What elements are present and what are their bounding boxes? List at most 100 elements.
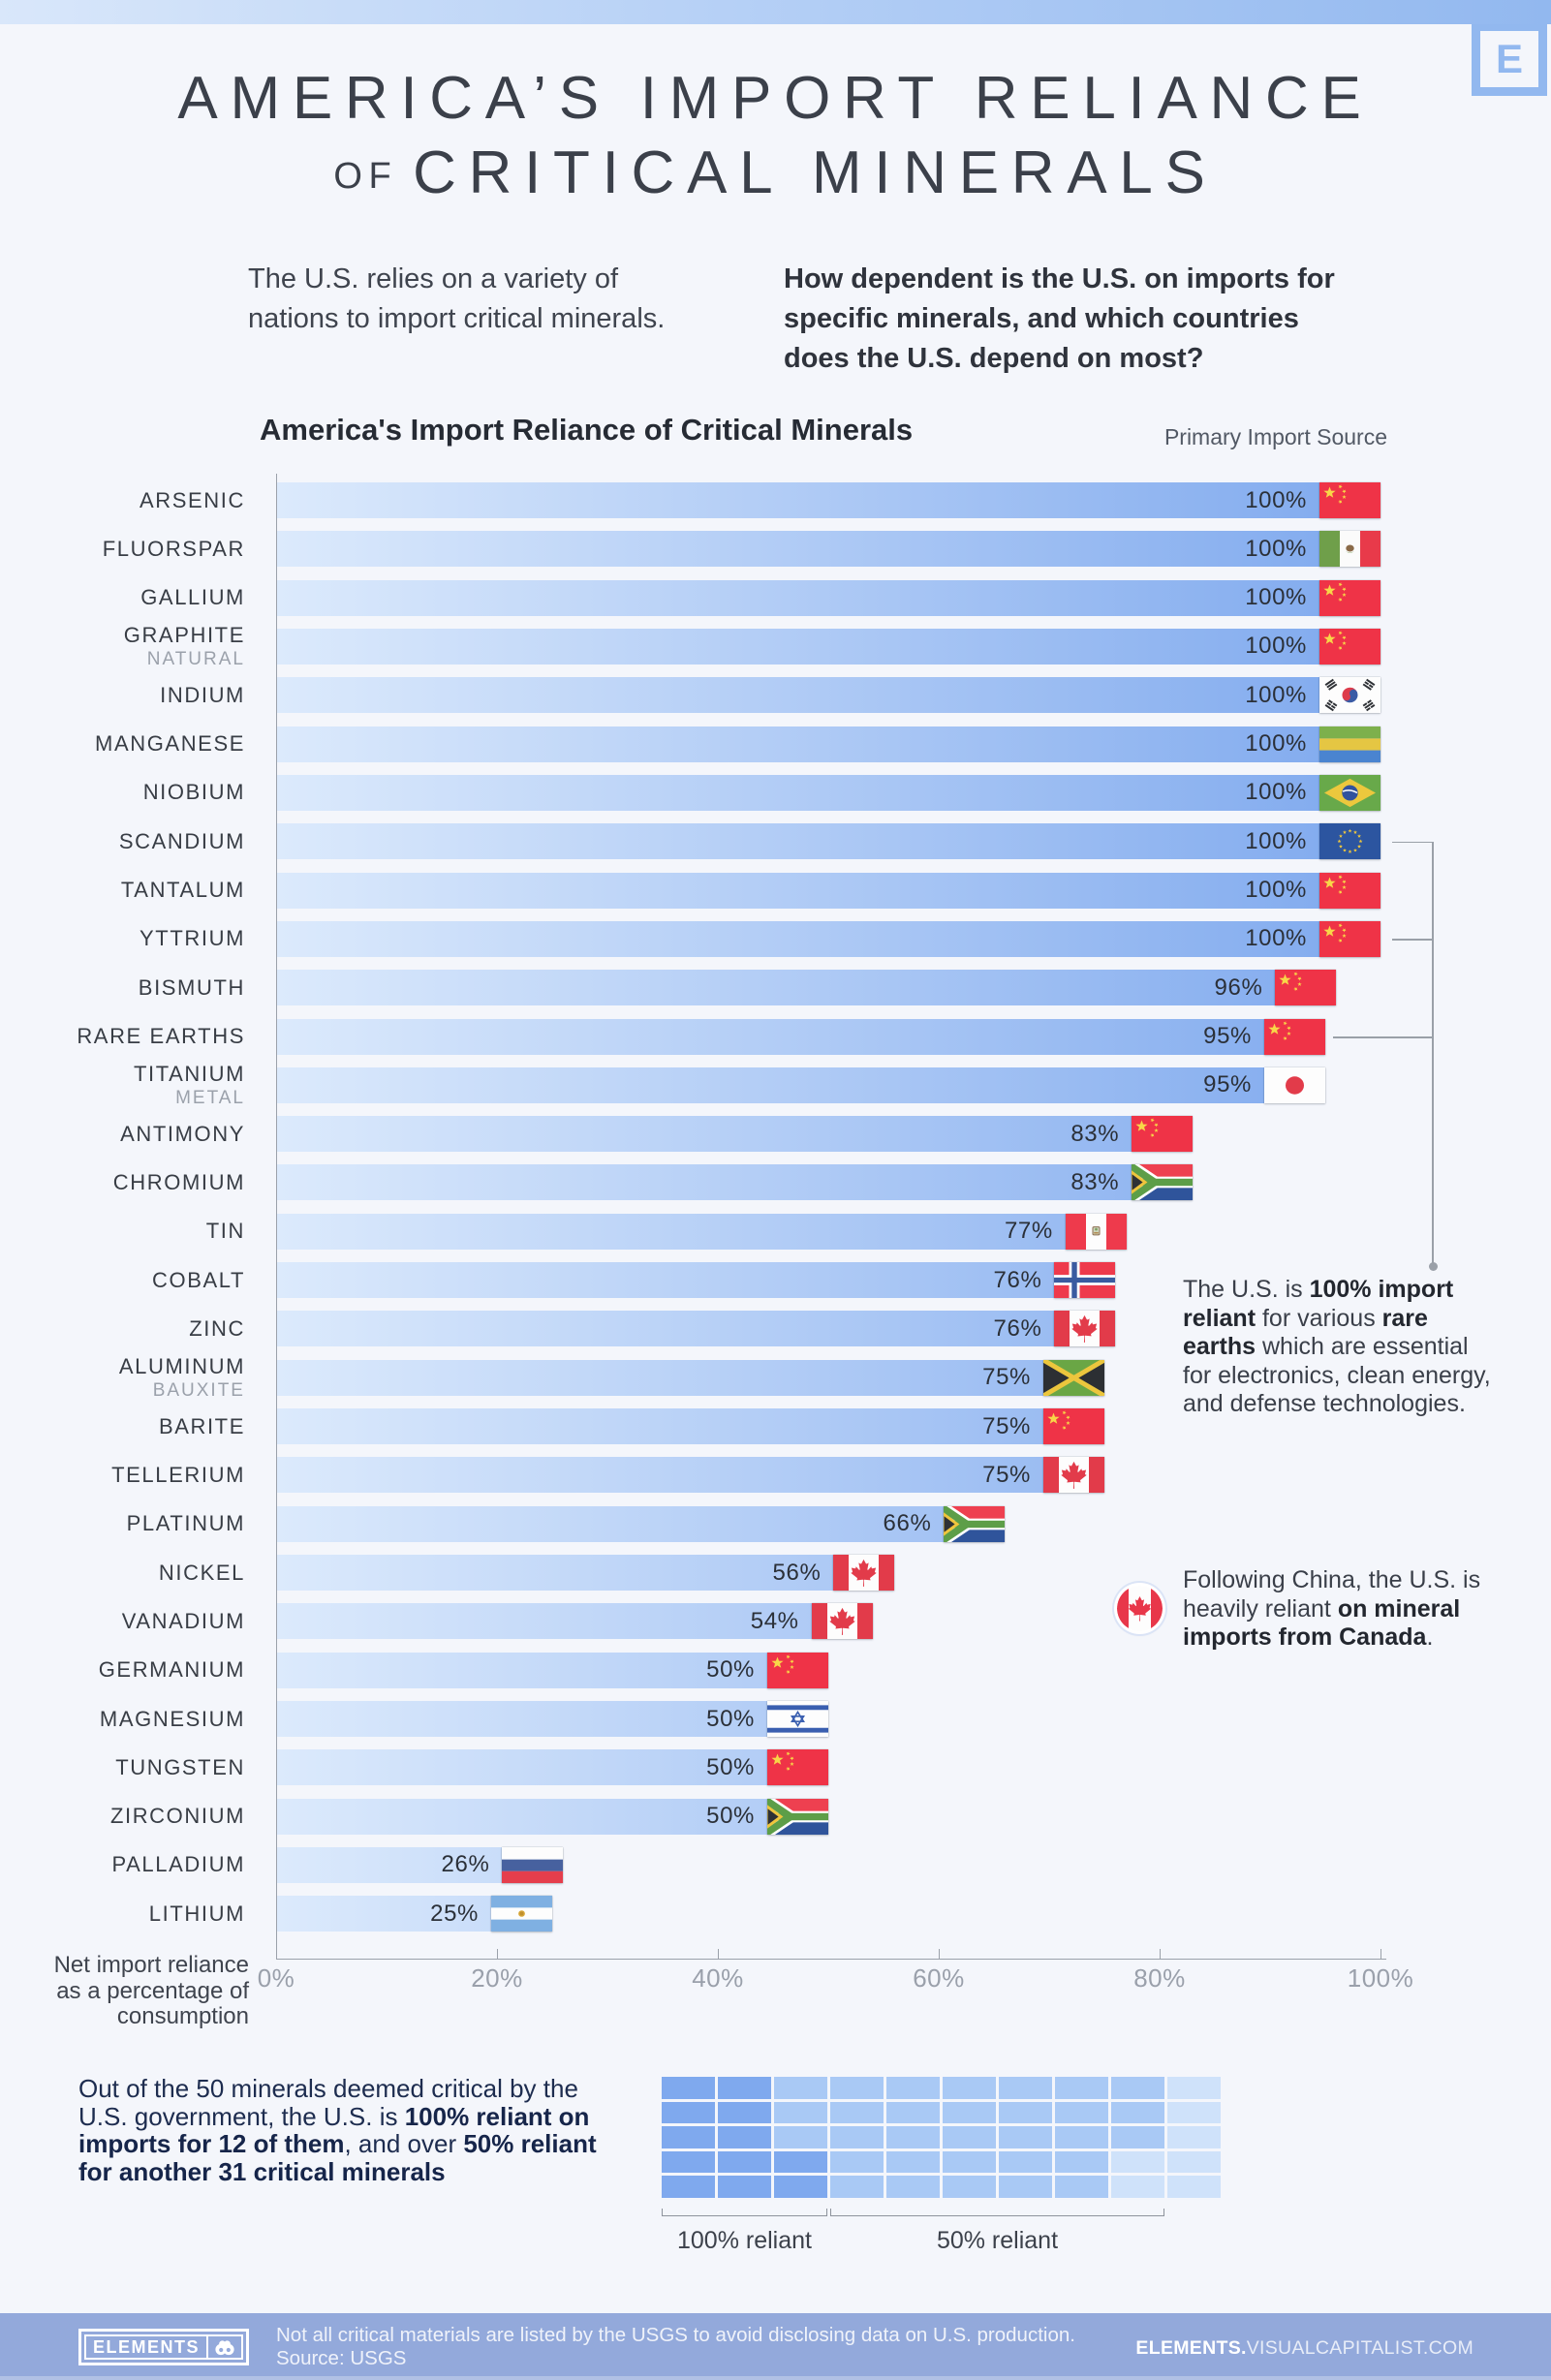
flag-icon-argentina bbox=[491, 1896, 552, 1932]
x-axis-caption: Net import reliance as a percentage of con… bbox=[0, 1952, 249, 2030]
summary-line-4: for another 31 critical minerals bbox=[78, 2156, 446, 2186]
flag-icon-south-africa bbox=[944, 1505, 1006, 1542]
page-title-line2: OF CRITICAL MINERALS bbox=[0, 139, 1551, 207]
bar-value-label: 75% bbox=[982, 1364, 1031, 1391]
x-tick-80% bbox=[1160, 1949, 1161, 1959]
mineral-label-scandium: SCANDIUM bbox=[119, 823, 245, 859]
waffle-cell-50-reliant bbox=[1055, 2126, 1108, 2148]
flag-icon-mexico bbox=[1319, 531, 1380, 568]
legend-50-reliant-label: 50% reliant bbox=[936, 2227, 1059, 2254]
bar-value-label: 100% bbox=[1245, 730, 1307, 757]
elements-logo-icon bbox=[206, 2336, 241, 2358]
waffle-cell-100-reliant bbox=[718, 2176, 771, 2198]
mineral-label-gallium: GALLIUM bbox=[140, 580, 245, 616]
bar-value-label: 76% bbox=[993, 1314, 1042, 1342]
bracket-vertical-line bbox=[1432, 841, 1434, 1266]
waffle-cell-100-reliant bbox=[718, 2077, 771, 2099]
bar-yttrium: 100% bbox=[276, 920, 1380, 957]
elements-e-letter: E bbox=[1495, 36, 1523, 81]
mineral-name: LITHIUM bbox=[148, 1901, 245, 1926]
flag-icon-canada bbox=[1054, 1311, 1116, 1347]
waffle-cell-100-reliant bbox=[774, 2176, 827, 2198]
mineral-label-nickel: NICKEL bbox=[159, 1555, 245, 1591]
intro-right-line-2: specific minerals, and which countries bbox=[784, 303, 1299, 334]
bar-antimony: 83% bbox=[276, 1116, 1194, 1153]
waffle-cell-50-reliant bbox=[999, 2176, 1052, 2198]
footer-site-url: ELEMENTS.VISUALCAPITALIST.COM bbox=[1135, 2337, 1473, 2360]
elements-e-logo: E bbox=[1472, 24, 1547, 96]
bracket-tick-yttrium bbox=[1392, 939, 1433, 941]
waffle-cell-50-reliant bbox=[774, 2126, 827, 2148]
bar-value-label: 100% bbox=[1245, 925, 1307, 952]
x-tick-0% bbox=[276, 1949, 277, 1959]
bar-fluorspar: 100% bbox=[276, 531, 1380, 568]
footer-note-line2: Source: USGS bbox=[276, 2346, 407, 2369]
bar-value-label: 76% bbox=[993, 1266, 1042, 1293]
waffle-cell-other bbox=[1167, 2126, 1221, 2148]
bar-value-label: 75% bbox=[982, 1412, 1031, 1439]
waffle-cell-50-reliant bbox=[886, 2176, 940, 2198]
flag-icon-canada bbox=[833, 1555, 895, 1592]
bar-value-label: 100% bbox=[1245, 779, 1307, 806]
bar-value-label: 100% bbox=[1245, 877, 1307, 904]
waffle-cell-100-reliant bbox=[662, 2077, 715, 2099]
flag-icon-canada bbox=[1043, 1457, 1104, 1494]
mineral-label-graphite: GRAPHITE NATURAL bbox=[124, 623, 245, 669]
bar-tungsten: 50% bbox=[276, 1749, 828, 1786]
footer-site-rest: VISUALCAPITALIST.COM bbox=[1246, 2337, 1473, 2359]
flag-icon-china bbox=[767, 1652, 828, 1688]
rare-earths-note-line-5: and defense technologies. bbox=[1183, 1390, 1466, 1417]
footer-note-line1: Not all critical materials are listed by… bbox=[276, 2324, 1075, 2346]
legend-100-reliant-label: 100% reliant bbox=[677, 2227, 812, 2254]
waffle-cell-50-reliant bbox=[830, 2176, 884, 2198]
waffle-cell-50-reliant bbox=[830, 2126, 884, 2148]
mineral-name: COBALT bbox=[152, 1267, 245, 1292]
rare-earths-note-line-1: The U.S. is 100% import bbox=[1183, 1276, 1454, 1303]
mineral-name: INDIUM bbox=[160, 682, 245, 707]
intro-right-line-3: does the U.S. depend on most? bbox=[784, 343, 1204, 374]
flag-icon-brazil bbox=[1319, 774, 1380, 811]
bar-value-label: 100% bbox=[1245, 681, 1307, 708]
mineral-name: GALLIUM bbox=[140, 585, 245, 610]
bar-vanadium: 54% bbox=[276, 1603, 873, 1640]
mineral-name: MAGNESIUM bbox=[99, 1706, 245, 1731]
waffle-cell-50-reliant bbox=[1111, 2077, 1164, 2099]
mineral-label-titanium: TITANIUM METAL bbox=[134, 1062, 245, 1108]
mineral-label-barite: BARITE bbox=[159, 1408, 245, 1444]
mineral-label-tantalum: TANTALUM bbox=[121, 873, 245, 909]
x-tick-40% bbox=[718, 1949, 719, 1959]
waffle-cell-other bbox=[1167, 2150, 1221, 2174]
bar-value-label: 54% bbox=[750, 1607, 799, 1634]
x-axis-line bbox=[276, 1959, 1386, 1960]
page-title: AMERICA’S IMPORT RELIANCE OF CRITICAL MIN… bbox=[0, 64, 1551, 207]
page-title-of: OF bbox=[333, 156, 398, 197]
waffle-cell-50-reliant bbox=[830, 2077, 884, 2099]
canada-note-line-3: imports from Canada. bbox=[1183, 1623, 1434, 1651]
mineral-name: TUNGSTEN bbox=[115, 1754, 245, 1779]
mineral-name: VANADIUM bbox=[121, 1608, 245, 1633]
waffle-cell-50-reliant bbox=[886, 2126, 940, 2148]
waffle-cell-other bbox=[1167, 2176, 1221, 2198]
y-axis-line bbox=[276, 474, 277, 1959]
footer-bar: ELEMENTS Not all critical materials are … bbox=[0, 2313, 1551, 2380]
waffle-cell-other bbox=[1111, 2150, 1164, 2174]
rare-earths-note-line-2: reliant for various rare bbox=[1183, 1304, 1428, 1332]
waffle-cell-50-reliant bbox=[1055, 2077, 1108, 2099]
waffle-cell-50-reliant bbox=[943, 2126, 996, 2148]
flag-icon-china bbox=[1275, 970, 1337, 1006]
page-title-line2-main: CRITICAL MINERALS bbox=[413, 139, 1218, 206]
bar-bismuth: 96% bbox=[276, 970, 1337, 1006]
mineral-name: TIN bbox=[205, 1219, 245, 1244]
waffle-cell-other bbox=[1167, 2077, 1221, 2099]
flag-icon-south-korea bbox=[1319, 677, 1380, 714]
bar-indium: 100% bbox=[276, 677, 1380, 714]
bar-value-label: 75% bbox=[982, 1461, 1031, 1488]
x-tick-label-80%: 80% bbox=[1133, 1963, 1186, 1993]
waffle-cell-50-reliant bbox=[943, 2101, 996, 2124]
bar-value-label: 26% bbox=[441, 1851, 490, 1878]
flag-icon-china bbox=[1319, 872, 1380, 909]
bar-zirconium: 50% bbox=[276, 1798, 828, 1835]
waffle-cell-50-reliant bbox=[999, 2077, 1052, 2099]
bar-germanium: 50% bbox=[276, 1652, 828, 1688]
